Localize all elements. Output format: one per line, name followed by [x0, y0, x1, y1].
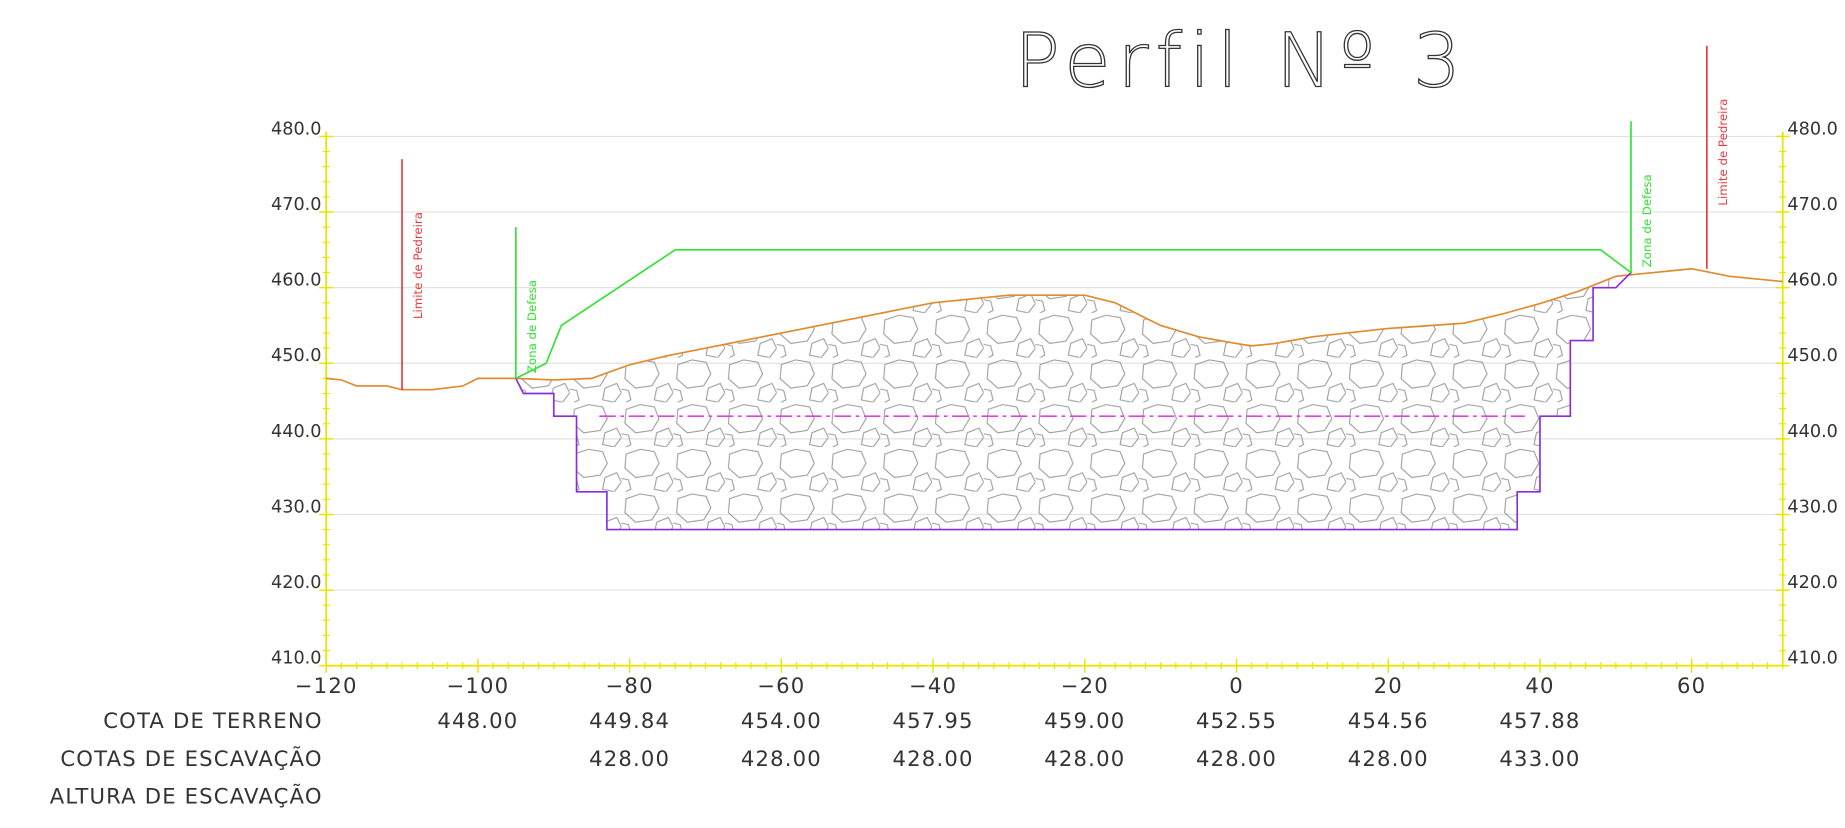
x-tick-label: −60 [757, 673, 805, 698]
row-value: 433.00 [1499, 746, 1580, 771]
row-value: 428.00 [741, 746, 822, 771]
row-value: 428.00 [1348, 746, 1429, 771]
y-tick-label: 430.0 [271, 497, 321, 517]
y2-tick-label: 480.0 [1787, 119, 1837, 139]
chart-title: Perfil Nº 3 [1015, 16, 1468, 104]
x-tick-label: −80 [606, 673, 654, 698]
y-tick-label: 460.0 [271, 271, 321, 291]
row-value: 457.88 [1499, 708, 1580, 733]
row-value: 454.56 [1348, 708, 1429, 733]
rock-fill [516, 273, 1631, 530]
y-tick-label: 440.0 [271, 422, 321, 442]
series-label: Limite de Pedreira [411, 212, 425, 319]
series-label: Limite de Pedreira [1716, 99, 1730, 206]
x-tick-label: 40 [1525, 673, 1554, 698]
row-label: ALTURA DE ESCAVAÇÃO [50, 782, 323, 808]
row-value: 459.00 [1044, 708, 1125, 733]
y-tick-label: 480.0 [271, 119, 321, 139]
x-tick-label: −40 [909, 673, 957, 698]
x-tick-label: 20 [1374, 673, 1403, 698]
row-value: 457.95 [893, 708, 974, 733]
row-value: 428.00 [589, 746, 670, 771]
y-tick-label: 410.0 [271, 649, 321, 669]
row-value: 428.00 [1044, 746, 1125, 771]
series-label: Zona de Defesa [525, 280, 539, 373]
x-tick-label: 60 [1677, 673, 1706, 698]
y2-tick-label: 450.0 [1787, 346, 1837, 366]
row-value: 454.00 [741, 708, 822, 733]
y2-tick-label: 410.0 [1787, 649, 1837, 669]
row-value: 449.84 [589, 708, 670, 733]
y2-tick-label: 420.0 [1787, 573, 1837, 593]
x-tick-label: −120 [295, 673, 358, 698]
row-value: 448.00 [437, 708, 518, 733]
row-label: COTAS DE ESCAVAÇÃO [60, 745, 322, 771]
row-value: 428.00 [893, 746, 974, 771]
row-value: 428.00 [1196, 746, 1277, 771]
y2-tick-label: 440.0 [1787, 422, 1837, 442]
y-tick-label: 450.0 [271, 346, 321, 366]
y-tick-label: 420.0 [271, 573, 321, 593]
chart: Perfil Nº 3 410.0 410.0 420.0 420.0 430.0 430… [0, 0, 1845, 828]
y2-tick-label: 470.0 [1787, 195, 1837, 215]
y2-tick-label: 430.0 [1787, 497, 1837, 517]
x-tick-label: 0 [1229, 673, 1244, 698]
x-tick-label: −20 [1061, 673, 1109, 698]
row-label: COTA DE TERRENO [103, 708, 322, 733]
row-value: 452.55 [1196, 708, 1277, 733]
series-label: Zona de Defesa [1640, 174, 1654, 267]
y2-tick-label: 460.0 [1787, 271, 1837, 291]
y-tick-label: 470.0 [271, 195, 321, 215]
x-tick-label: −100 [447, 673, 510, 698]
